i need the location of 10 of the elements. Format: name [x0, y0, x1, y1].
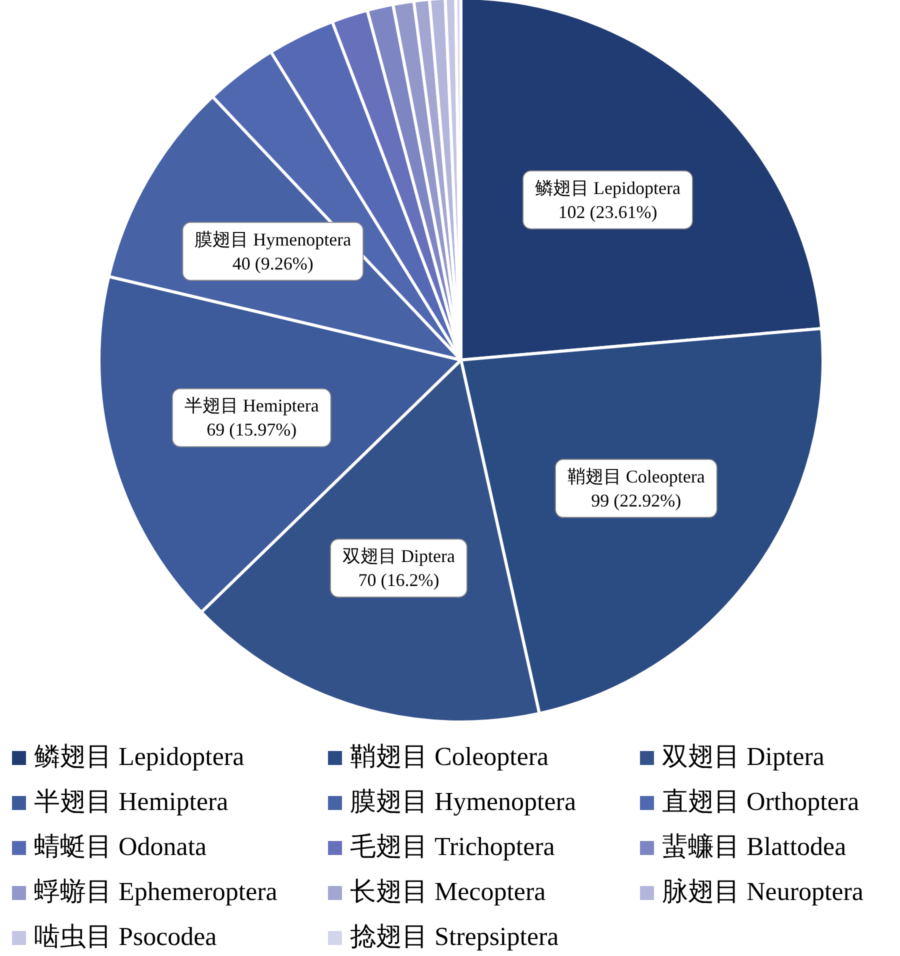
slice-label: 鞘翅目 Coleoptera: [567, 466, 705, 486]
data-label: 99 (22.92%): [591, 490, 682, 510]
slice-label: 双翅目 Diptera: [342, 546, 455, 566]
data-label: 40 (9.26%): [232, 253, 314, 274]
data-label: 70 (16.2%): [358, 570, 440, 590]
data-label: 102 (23.61%): [558, 202, 658, 222]
data-label: 69 (15.97%): [206, 420, 297, 440]
slice-label: 膜翅目 Hymenoptera: [194, 229, 352, 250]
slice-label: 半翅目 Hemiptera: [184, 396, 319, 416]
slice-label: 鳞翅目 Lepidoptera: [535, 178, 680, 198]
